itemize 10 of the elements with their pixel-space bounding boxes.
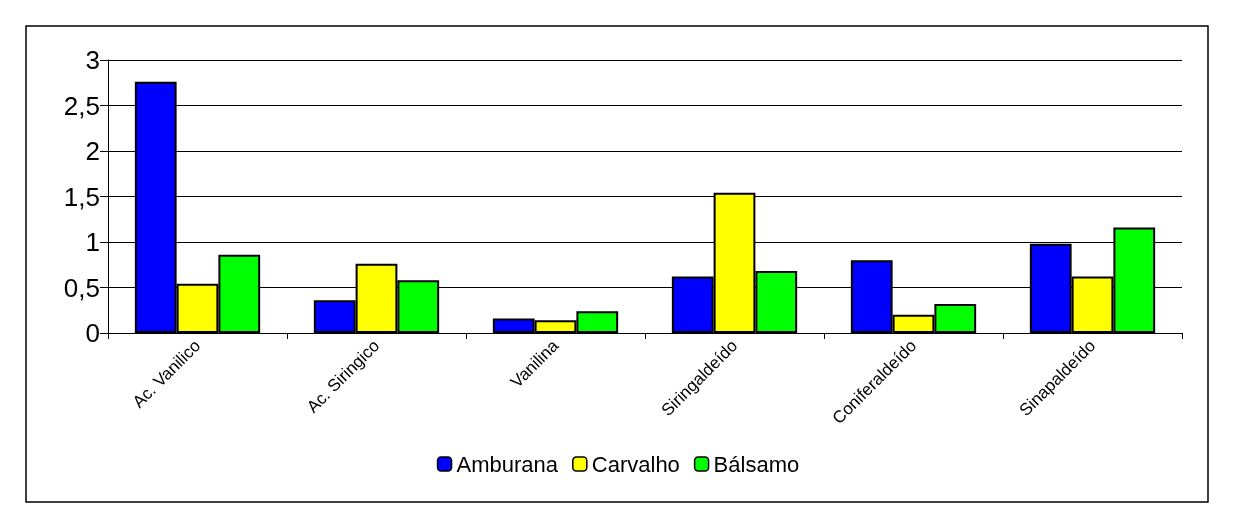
y-tick-label: 1: [85, 227, 100, 257]
legend-label: Bálsamo: [713, 451, 800, 477]
y-tick-label: 1,5: [63, 181, 100, 212]
y-tick-label: 0: [85, 318, 100, 348]
y-tick-label: 2: [85, 136, 100, 166]
y-tick-label: 2,5: [63, 90, 100, 121]
legend-label: Carvalho: [591, 451, 680, 477]
y-tick-label: 0,5: [63, 272, 100, 303]
legend-label: Amburana: [456, 451, 559, 477]
y-tick-label: 3: [85, 45, 100, 75]
